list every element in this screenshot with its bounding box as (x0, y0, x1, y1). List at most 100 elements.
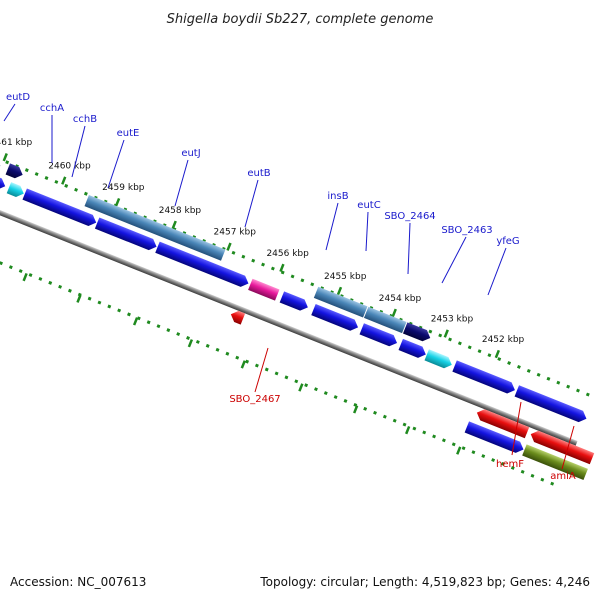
minor-tick (451, 442, 456, 447)
minor-tick (44, 176, 49, 180)
minor-tick (64, 183, 69, 188)
gene-feature[interactable] (528, 429, 595, 465)
minor-tick (156, 324, 161, 329)
major-tick (187, 339, 194, 348)
major-tick (391, 308, 397, 317)
major-tick (2, 153, 8, 162)
minor-tick (97, 300, 102, 305)
minor-tick (497, 357, 502, 362)
minor-tick (314, 387, 318, 392)
minor-tick (343, 399, 348, 403)
gene-feature[interactable] (0, 176, 7, 192)
topology-label: Topology: circular; Length: 4,519,823 bp… (259, 575, 590, 589)
major-tick (171, 220, 177, 229)
minor-tick (74, 187, 78, 192)
minor-tick (448, 337, 452, 342)
gene-feature[interactable] (514, 385, 589, 424)
gene-feature[interactable] (94, 217, 159, 252)
tick-label: 2459 kbp (102, 183, 145, 193)
minor-tick (48, 280, 53, 285)
gene-feature[interactable] (464, 421, 526, 455)
major-tick (336, 286, 343, 296)
major-tick (240, 360, 246, 369)
major-tick (114, 197, 121, 207)
minor-tick (300, 278, 305, 283)
gene-leader-line (3, 103, 16, 122)
minor-tick (556, 380, 561, 385)
tick-label: 2457 kbp (214, 228, 257, 238)
minor-tick (323, 391, 328, 396)
minor-tick (251, 258, 256, 263)
minor-tick (471, 450, 476, 455)
minor-tick (205, 343, 210, 348)
minor-tick (428, 329, 433, 334)
minor-tick (550, 481, 555, 486)
major-tick (298, 383, 304, 392)
minor-tick (546, 376, 551, 381)
minor-tick (422, 430, 427, 435)
minor-tick (245, 359, 250, 364)
major-tick (456, 446, 462, 455)
minor-tick (526, 368, 531, 373)
minor-tick (402, 422, 407, 427)
gene-feature[interactable] (398, 338, 429, 360)
minor-tick (107, 304, 112, 309)
minor-tick (491, 458, 496, 462)
minor-tick (432, 434, 437, 439)
gene-label: hemF (496, 459, 524, 470)
major-tick (132, 317, 139, 326)
gene-feature[interactable] (155, 241, 250, 290)
minor-tick (294, 379, 299, 384)
gene-leader-line (365, 211, 369, 252)
minor-tick (270, 266, 275, 271)
gene-feature[interactable] (402, 322, 433, 343)
major-tick (353, 405, 359, 414)
major-tick (279, 263, 285, 273)
minor-tick (520, 469, 525, 474)
minor-tick (225, 351, 230, 356)
gene-feature[interactable] (84, 194, 226, 261)
map-title: Shigella boydii Sb227, complete genome (167, 12, 434, 27)
minor-tick (382, 414, 387, 419)
minor-tick (117, 308, 122, 313)
gene-label: eutC (357, 200, 380, 211)
minor-tick (392, 418, 397, 423)
major-tick (494, 349, 500, 359)
major-tick (443, 329, 449, 338)
gene-feature[interactable] (424, 349, 455, 370)
gene-feature[interactable] (248, 278, 280, 301)
gene-feature[interactable] (311, 303, 360, 333)
minor-tick (501, 462, 505, 466)
minor-tick (467, 345, 472, 350)
minor-tick (67, 288, 72, 293)
minor-tick (461, 446, 466, 451)
minor-tick (87, 296, 92, 301)
gene-leader-line (107, 139, 125, 189)
minor-tick (8, 265, 13, 270)
minor-tick (566, 384, 571, 389)
gene-feature[interactable] (0, 151, 3, 172)
minor-tick (127, 312, 131, 317)
major-tick (405, 425, 411, 435)
minor-tick (441, 438, 446, 443)
gene-feature[interactable] (22, 188, 98, 228)
gene-feature[interactable] (363, 306, 407, 334)
gene-feature[interactable] (279, 291, 310, 313)
gene-feature[interactable] (522, 444, 588, 481)
gene-leader-line (407, 222, 411, 275)
minor-tick (18, 269, 23, 274)
minor-tick (215, 347, 220, 352)
gene-feature[interactable] (229, 309, 246, 325)
major-tick (226, 242, 232, 251)
gene-feature[interactable] (5, 163, 25, 180)
gene-label: insB (327, 191, 348, 202)
gene-feature[interactable] (6, 182, 26, 199)
gene-feature[interactable] (359, 323, 400, 348)
tick-label: 2460 kbp (48, 162, 91, 172)
gene-feature[interactable] (452, 360, 517, 395)
gene-feature[interactable] (313, 286, 368, 318)
minor-tick (261, 262, 265, 267)
minor-tick (34, 172, 39, 177)
gene-label: SBO_2463 (441, 225, 492, 236)
minor-tick (83, 191, 88, 196)
